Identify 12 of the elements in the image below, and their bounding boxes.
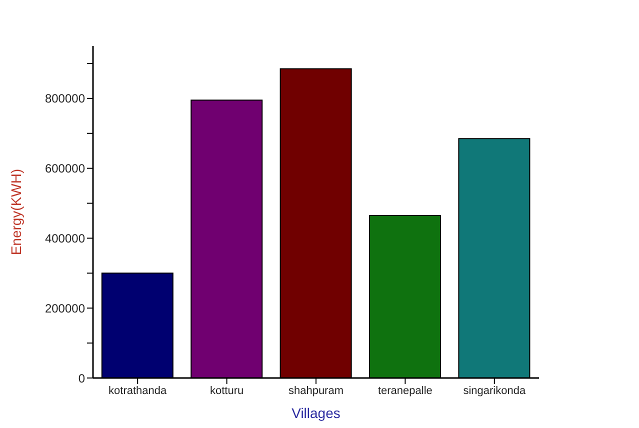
- y-tick-label: 0: [78, 371, 86, 386]
- y-axis-title: Energy(KWH): [8, 168, 24, 256]
- x-tick-label: kotturu: [210, 384, 244, 397]
- x-tick-label: singarikonda: [463, 384, 526, 397]
- x-tick-label: kotrathanda: [108, 384, 168, 397]
- x-tick-label: teranepalle: [378, 384, 432, 397]
- x-axis-title: Villages: [292, 405, 340, 421]
- y-tick-label: 400000: [44, 231, 86, 246]
- y-tick-label: 200000: [44, 301, 86, 316]
- y-tick-label: 800000: [44, 92, 86, 106]
- x-tick-label: shahpuram: [288, 384, 344, 397]
- y-tick-label: 600000: [44, 162, 86, 176]
